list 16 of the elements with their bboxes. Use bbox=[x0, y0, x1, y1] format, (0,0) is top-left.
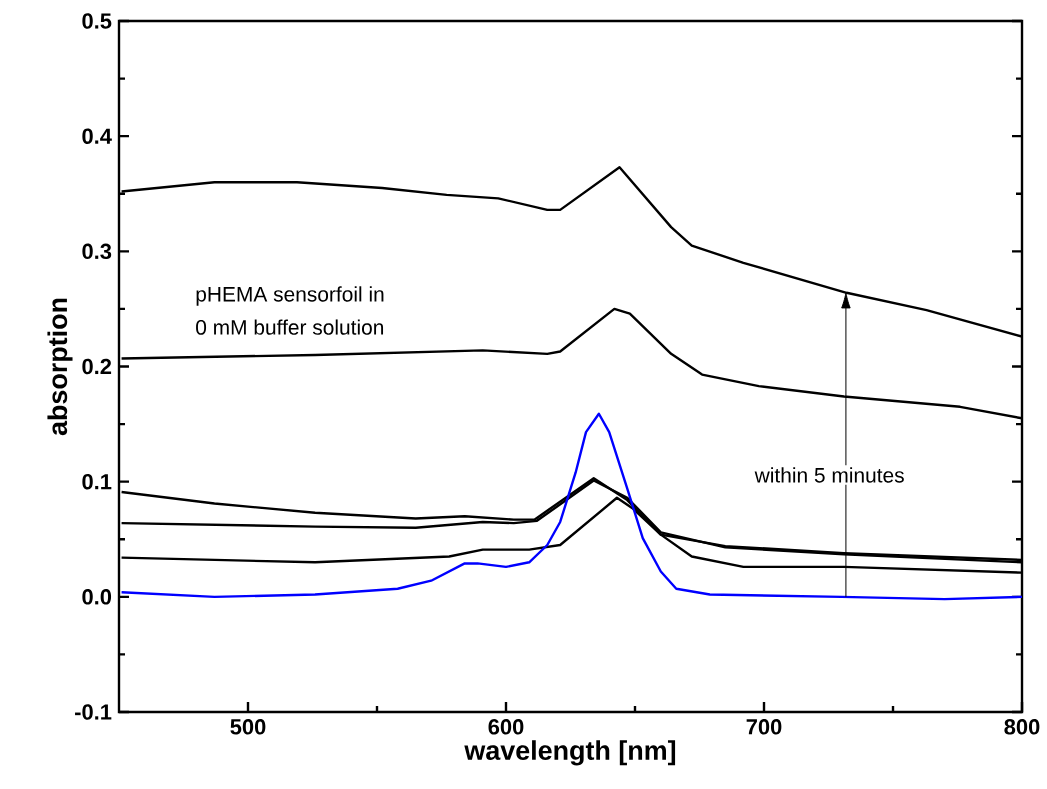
y-tick-label: 0.3 bbox=[82, 243, 112, 260]
y-tick-label: 0.0 bbox=[82, 589, 112, 605]
x-tick-label: 700 bbox=[746, 719, 782, 735]
annotation: pHEMA sensorfoil in bbox=[196, 286, 384, 306]
annotation: within 5 minutes bbox=[754, 467, 904, 483]
y-axis-title: absorption bbox=[47, 298, 73, 436]
x-tick-label: 500 bbox=[230, 719, 266, 735]
x-tick-label: 800 bbox=[1004, 719, 1040, 735]
annotation: 0 mM buffer solution bbox=[196, 319, 384, 335]
y-tick-label: -0.1 bbox=[75, 704, 112, 720]
y-tick-label: 0.4 bbox=[82, 128, 112, 144]
x-tick-label: 600 bbox=[488, 719, 524, 735]
x-axis-title: wavelength [nm] bbox=[464, 740, 676, 766]
y-tick-label: 0.1 bbox=[82, 473, 112, 490]
y-tick-label: 0.2 bbox=[82, 358, 112, 375]
y-tick-label: 0.5 bbox=[82, 13, 112, 29]
